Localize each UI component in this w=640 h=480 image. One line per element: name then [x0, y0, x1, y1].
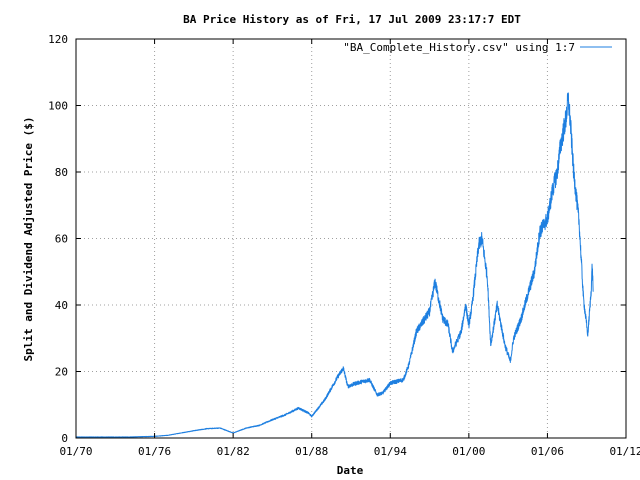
- y-tick-label: 60: [55, 233, 68, 246]
- y-axis-ticks: 0 20 40 60 80 100 120: [48, 33, 626, 445]
- grid-lines: [76, 39, 626, 438]
- y-tick-label: 0: [61, 432, 68, 445]
- x-tick-label: 01/06: [531, 445, 564, 458]
- x-tick-label: 01/82: [217, 445, 250, 458]
- series-line: [75, 92, 594, 438]
- series-layer: [75, 92, 594, 438]
- chart-title: BA Price History as of Fri, 17 Jul 2009 …: [183, 13, 521, 26]
- x-tick-label: 01/76: [138, 445, 171, 458]
- legend-label: "BA_Complete_History.csv" using 1:7: [343, 41, 575, 54]
- y-tick-label: 100: [48, 100, 68, 113]
- legend: "BA_Complete_History.csv" using 1:7: [343, 41, 612, 54]
- y-tick-label: 120: [48, 33, 68, 46]
- x-tick-label: 01/70: [59, 445, 92, 458]
- y-tick-label: 40: [55, 299, 68, 312]
- x-tick-label: 01/94: [374, 445, 407, 458]
- y-axis-label: Split and Dividend Adjusted Price ($): [22, 116, 35, 361]
- x-axis-label: Date: [337, 464, 364, 477]
- x-axis-ticks: 01/70 01/76 01/82 01/88 01/94 01/00 01/06 01/12: [59, 39, 640, 458]
- y-tick-label: 80: [55, 166, 68, 179]
- x-tick-label: 01/00: [452, 445, 485, 458]
- y-tick-label: 20: [55, 366, 68, 379]
- x-tick-label: 01/88: [295, 445, 328, 458]
- x-tick-label: 01/12: [609, 445, 640, 458]
